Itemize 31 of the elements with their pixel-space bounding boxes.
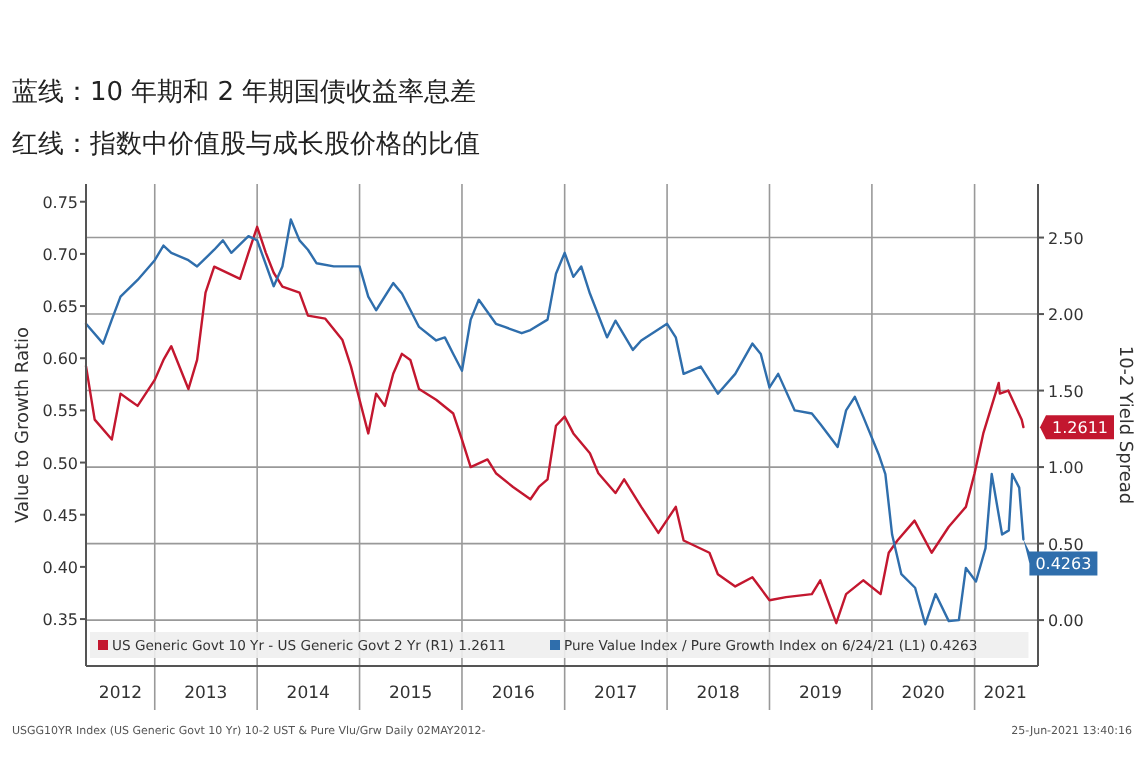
y2-tick-label: 2.50 <box>1048 229 1084 248</box>
x-tick-label: 2014 <box>286 684 330 704</box>
y2-tick-label: 1.50 <box>1048 382 1084 401</box>
x-tick-label: 2018 <box>696 684 740 704</box>
y-tick-label: 0.70 <box>42 245 78 264</box>
y-tick-label: 0.55 <box>42 402 78 421</box>
y-tick-label: 0.40 <box>42 558 78 577</box>
y-tick-label: 0.35 <box>42 611 78 630</box>
y-tick-label: 0.45 <box>42 506 78 525</box>
y-tick-label: 0.50 <box>42 454 78 473</box>
x-tick-label: 2016 <box>491 684 535 704</box>
y-axis-title: Value to Growth Ratio <box>14 326 34 524</box>
y2-tick-label: 2.00 <box>1048 306 1084 325</box>
x-tick-label: 2021 <box>983 684 1027 704</box>
data-label: 0.4263 <box>1035 555 1092 574</box>
y-tick-label: 0.65 <box>42 298 78 317</box>
chart-subtitle: 红线：指数中价值股与成长股价格的比值 <box>12 130 480 160</box>
x-tick-label: 2013 <box>184 684 228 704</box>
chart-title: 蓝线：10 年期和 2 年期国债收益率息差 <box>12 76 477 108</box>
x-tick-label: 2020 <box>901 684 945 704</box>
y2-tick-label: 0.00 <box>1048 612 1084 631</box>
x-tick-label: 2017 <box>594 684 638 704</box>
x-tick-label: 2015 <box>388 684 433 704</box>
y-tick-label: 0.75 <box>42 193 78 212</box>
y-tick-label: 0.60 <box>42 350 78 369</box>
data-label: 1.2611 <box>1052 419 1108 438</box>
y2-tick-label: 0.50 <box>1048 535 1084 554</box>
x-tick-label: 2012 <box>98 684 143 704</box>
y2-axis-title: 10-2 Yield Spread <box>1114 345 1134 505</box>
x-tick-label: 2019 <box>798 684 843 704</box>
y2-tick-label: 1.00 <box>1048 459 1084 478</box>
